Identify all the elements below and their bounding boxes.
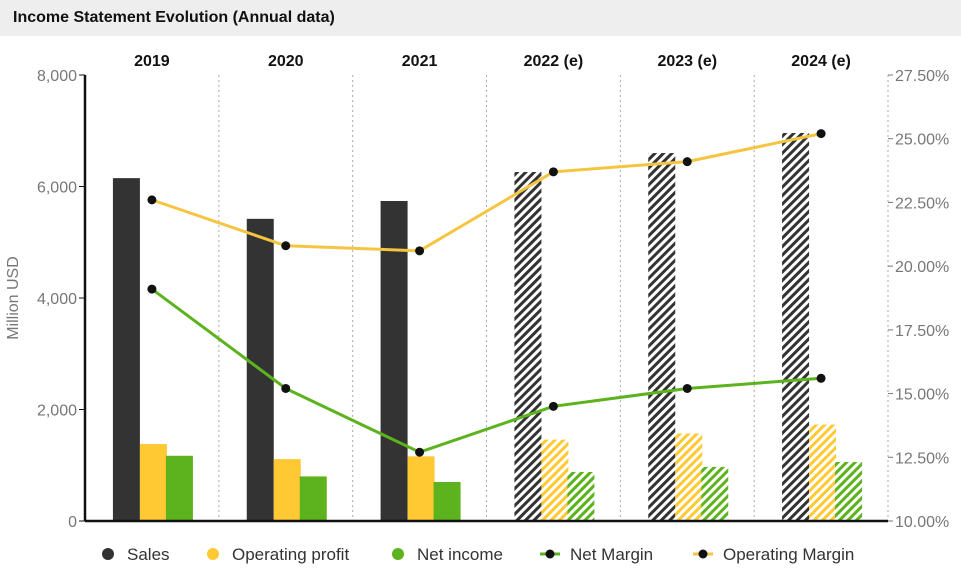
legend-label: Operating profit	[232, 545, 349, 564]
bars-layer	[112, 132, 863, 522]
labels-layer: 0 2,000 4,000 6,000 8,000 10.00% 12.50% 15.00% 1…	[5, 53, 949, 531]
category-label: 2019	[134, 53, 170, 70]
legend-label: Net income	[417, 545, 503, 564]
y-tick-label: 4,000	[37, 291, 77, 308]
category-label: 2022 (e)	[524, 53, 584, 70]
bar-sales	[112, 178, 140, 521]
legend-marker	[545, 549, 555, 559]
legend-marker	[392, 548, 404, 560]
bar-net-income	[299, 476, 327, 521]
y2-tick-label: 15.00%	[895, 387, 949, 404]
y-tick-label: 6,000	[37, 180, 77, 197]
bar-operating-profit	[273, 459, 301, 521]
legend-marker	[698, 549, 708, 559]
bar-net-income	[165, 455, 193, 521]
legend-item-net-margin: Net Margin	[540, 545, 653, 564]
point-operating-margin	[682, 157, 692, 167]
legend-label: Sales	[127, 545, 170, 564]
legend-marker	[207, 548, 219, 560]
y2-tick-label: 10.00%	[895, 514, 949, 531]
bar-operating-profit	[541, 439, 569, 521]
point-operating-margin	[147, 195, 157, 205]
category-label: 2023 (e)	[657, 53, 717, 70]
bar-net-income	[567, 471, 595, 521]
bar-operating-profit	[809, 424, 837, 521]
point-operating-margin	[548, 167, 558, 177]
legend-marker	[102, 548, 114, 560]
bar-net-income	[835, 461, 863, 521]
point-net-margin	[548, 401, 558, 411]
chart-title-bar: Income Statement Evolution (Annual data)	[0, 0, 961, 36]
category-label: 2024 (e)	[791, 53, 851, 70]
y2-tick-label: 17.50%	[895, 323, 949, 340]
grid-layer	[218, 75, 889, 521]
line-net-margin	[151, 287, 822, 454]
y-tick-label: 2,000	[37, 403, 77, 420]
chart-title: Income Statement Evolution (Annual data)	[13, 9, 335, 26]
legend-item-net-income: Net income	[392, 545, 503, 564]
point-operating-margin	[816, 129, 826, 139]
point-net-margin	[816, 373, 826, 383]
y-tick-label: 8,000	[37, 68, 77, 85]
line-operating-margin	[151, 132, 822, 253]
y2-tick-label: 12.50%	[895, 450, 949, 467]
y-tick-label: 0	[68, 514, 77, 531]
bar-net-income	[701, 466, 729, 521]
bar-net-income	[433, 481, 461, 521]
bar-operating-profit	[139, 444, 167, 521]
point-net-margin	[147, 284, 157, 294]
legend-label: Net Margin	[570, 545, 653, 564]
legend-label: Operating Margin	[723, 545, 854, 564]
y2-tick-label: 27.50%	[895, 68, 949, 85]
category-label: 2020	[268, 53, 304, 70]
bar-operating-profit	[407, 456, 435, 521]
legend-item-sales: Sales	[102, 545, 170, 564]
axes-layer	[79, 74, 893, 523]
bar-sales	[782, 132, 810, 522]
point-net-margin	[415, 447, 425, 457]
lines-layer	[147, 129, 826, 457]
point-operating-margin	[415, 246, 425, 256]
y-axis-title: Million USD	[5, 256, 22, 340]
bar-sales	[514, 172, 542, 521]
point-net-margin	[281, 383, 291, 393]
bar-sales	[648, 153, 676, 522]
legend-item-operating-profit: Operating profit	[207, 545, 349, 564]
y2-tick-label: 22.50%	[895, 195, 949, 212]
category-label: 2021	[402, 53, 438, 70]
bar-operating-profit	[675, 433, 703, 521]
legend: Sales Operating profit Net income Net Margi…	[102, 545, 854, 564]
point-operating-margin	[281, 241, 291, 251]
legend-item-operating-margin: Operating Margin	[693, 545, 854, 564]
point-net-margin	[682, 383, 692, 393]
y2-tick-label: 20.00%	[895, 259, 949, 276]
y2-tick-label: 25.00%	[895, 132, 949, 149]
bar-sales	[380, 200, 408, 521]
